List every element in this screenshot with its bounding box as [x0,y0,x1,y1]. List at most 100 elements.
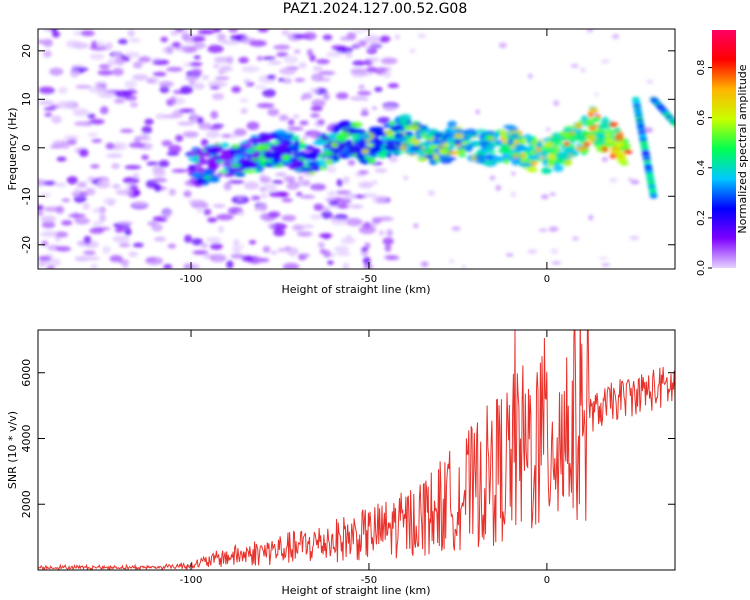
spectrogram-noise-blob [511,171,516,176]
spectrogram-ridge-blob [526,136,533,144]
spectrogram-noise-blob [51,30,61,38]
snr-ytick-label: 2000 [20,490,33,518]
spectrogram-noise-blob [166,66,183,72]
spectrogram-noise-blob [51,115,62,124]
spectrogram-noise-blob [353,29,364,35]
spectrogram-ridge-blob [492,155,503,162]
spectrogram-noise-blob [267,60,282,65]
spectrogram-ridge-blob [415,149,427,155]
spectrogram-noise-blob [155,113,167,120]
spectrogram-noise-blob [43,106,56,111]
spectrogram-ridge-blob [329,135,336,141]
spectrogram-noise-blob [210,110,219,120]
spectrogram-noise-blob [283,55,298,64]
spectrogram-ridge-blob [209,149,219,156]
spectrogram-ridge-blob [229,148,241,155]
spectrogram-noise-blob [312,65,323,72]
spectrogram-noise-blob [210,82,229,87]
spectrogram-noise-blob [109,255,123,263]
spectrogram-noise-blob [73,121,92,127]
spectrogram-noise-blob [138,56,152,63]
spectrogram-ridge-blob [333,123,346,130]
spectrogram-ridge-blob [464,138,471,144]
spectrogram-noise-blob [49,67,64,76]
spectrogram-noise-blob [56,156,67,162]
spectrogram-noise-blob [409,48,416,54]
spectrogram-ridge-blob [547,159,556,165]
spectrogram-noise-blob [107,58,116,67]
spectrogram-noise-blob [197,29,215,35]
snr-xtick-label: 0 [544,575,550,586]
colorbar-gradient [712,30,736,268]
spectrogram-noise-blob [228,29,239,33]
spectrogram-noise-blob [99,213,106,223]
spectrogram-noise-blob [107,199,115,206]
spectrogram-ridge-blob [440,149,450,156]
spectrogram-noise-blob [97,179,109,186]
spectrogram-ridge-blob [587,133,597,142]
spectrogram-ridge-blob [366,156,376,165]
spectrogram-noise-blob [175,29,184,33]
spectrogram-noise-blob [189,112,197,117]
spectrogram-noise-blob [79,67,89,72]
spectrogram-noise-blob [96,41,106,48]
spectrogram-noise-blob [92,220,103,227]
spectrogram-noise-blob [551,261,562,265]
spectrogram-noise-blob [278,77,285,82]
spectrogram-noise-blob [278,114,289,122]
spectrogram-noise-blob [336,178,344,187]
spectrogram-noise-blob [115,189,134,196]
spectrogram-segment-blob [671,121,675,127]
spectrogram-noise-blob [322,92,330,101]
spectrogram-ridge-blob [344,139,353,147]
spectrogram-noise-blob [268,191,287,198]
spectrogram-ridge-blob [263,152,276,160]
spectrogram-noise-blob [275,172,287,177]
spectrogram-noise-blob [328,199,339,207]
spectrogram-noise-blob [377,116,391,124]
spectrogram-noise-blob [545,127,551,132]
spectrogram-noise-blob [240,108,248,115]
spectrogram-noise-blob [211,93,225,100]
spectrogram-noise-blob [194,43,203,50]
spectrogram-noise-blob [54,236,61,242]
spectrogram-noise-blob [594,91,600,97]
spectrogram-noise-blob [226,56,234,65]
spectrogram-ridge-blob [559,131,571,137]
spectrogram-noise-blob [227,180,245,184]
spectrogram-noise-blob [296,192,303,197]
spectrogram-noise-blob [206,130,221,139]
spectrogram-noise-blob [316,185,326,189]
spectrogram-noise-blob [43,180,57,186]
spectrogram-noise-blob [540,194,549,200]
spectrogram-ridge-blob [499,142,507,147]
spectrogram-noise-blob [49,144,63,149]
spectrogram-ytick-label: -20 [20,236,33,254]
spectrogram-noise-blob [105,142,115,150]
spectrogram-noise-blob [343,193,356,200]
spectrogram-noise-blob [267,223,275,229]
spectrogram-noise-blob [61,220,73,226]
spectrogram-noise-blob [39,215,57,223]
spectrogram-noise-blob [339,36,351,41]
spectrogram-segment-blob [649,193,658,199]
spectrogram-noise-blob [586,29,594,33]
spectrogram-noise-blob [82,202,90,210]
spectrogram-ridge-blob [198,156,206,163]
spectrogram-noise-blob [281,198,293,203]
spectrogram-noise-blob [54,182,67,188]
spectrogram-ridge-blob [484,160,493,166]
colorbar: 0.0 0.2 0.4 0.6 0.8 Normalized spectral ampl… [696,30,749,276]
spectrogram-ridge-blob [267,158,273,164]
spectrogram-ridge-blob [208,175,221,183]
spectrogram-noise-blob [207,44,224,54]
spectrogram-ridge-blob [449,130,459,135]
spectrogram-noise-blob [209,254,227,263]
spectrogram-noise-blob [527,249,538,254]
colorbar-ticks: 0.0 0.2 0.4 0.6 0.8 [696,60,712,276]
spectrogram-ridge-blob [212,145,223,150]
spectrogram-noise-blob [73,187,80,196]
spectrogram-noise-blob [294,78,306,83]
spectrogram-noise-blob [213,63,220,69]
spectrogram-ridge-blob [527,167,538,173]
